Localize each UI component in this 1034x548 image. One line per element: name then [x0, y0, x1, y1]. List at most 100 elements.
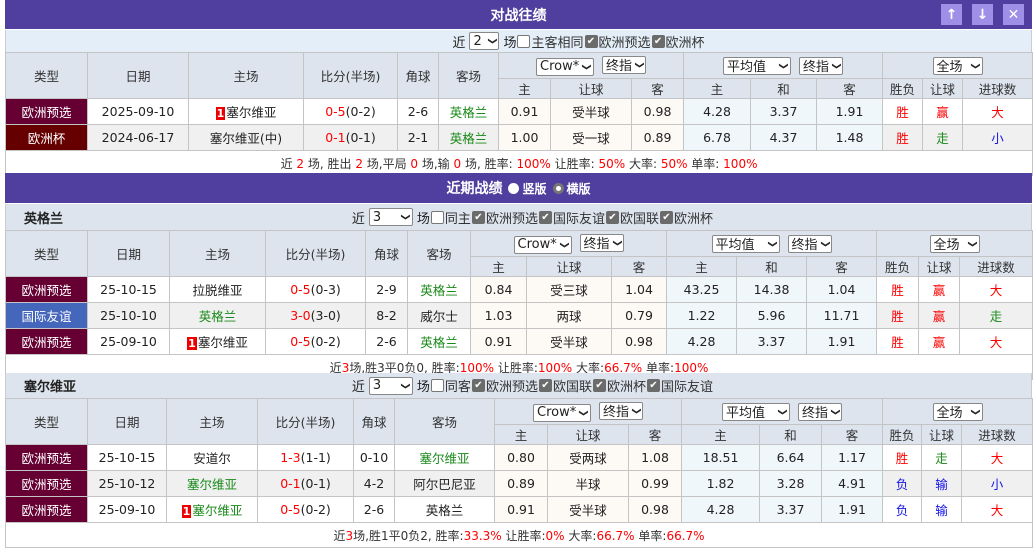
odds-type-select[interactable]: 终指 ❯: [599, 401, 644, 420]
match-type-badge[interactable]: 欧洲预选: [5, 470, 88, 497]
result-goals: 大: [959, 276, 1034, 303]
euro-company-select[interactable]: 平均值 ❯: [723, 56, 792, 75]
layout-radio-label[interactable]: 横版: [566, 181, 591, 196]
close-button[interactable]: ✕: [1003, 4, 1024, 25]
euro-draw-odds: 3.28: [759, 470, 823, 497]
table-row: 欧洲预选 25-10-12 塞尔维亚 0-1(0-1) 4-2 阿尔巴尼亚 0.89 半球 0.…: [5, 470, 1034, 497]
competition-checkbox[interactable]: ✔: [471, 379, 485, 392]
period-select[interactable]: 全场 ❯: [932, 56, 983, 75]
column-header: 让球: [550, 78, 632, 99]
move-up-button[interactable]: ↑: [941, 4, 962, 25]
competition-checkbox[interactable]: ✔: [605, 210, 619, 224]
home-team[interactable]: 拉脱维亚: [169, 276, 266, 303]
away-team[interactable]: 威尔士: [407, 302, 471, 329]
competition-checkbox[interactable]: ✔: [651, 34, 665, 48]
away-team[interactable]: 英格兰: [407, 328, 471, 355]
summary-segment: 66.7%: [604, 360, 643, 375]
summary-row: 近3场,胜1平0负2, 胜率:33.3% 让胜率:0% 大率:66.7% 单率:…: [4, 522, 1034, 548]
company-select[interactable]: Crow* ❯: [533, 403, 592, 422]
home-team-name: 塞尔维亚(中): [209, 131, 283, 146]
full-time-score: 0-5: [280, 502, 301, 517]
competition-label: 国际友谊: [660, 380, 713, 395]
same-venue-checkbox[interactable]: [430, 379, 444, 392]
home-team[interactable]: 塞尔维亚(中): [188, 124, 304, 151]
asian-away-odds: 1.04: [610, 276, 668, 303]
select-value: 终指: [791, 238, 818, 253]
period-select[interactable]: 全场 ❯: [929, 234, 980, 253]
same-venue-checkbox[interactable]: [430, 210, 444, 224]
chevron-down-icon: ❯: [400, 381, 411, 390]
asian-away-odds: 1.08: [627, 444, 683, 471]
asian-odds-header: Crow* ❯ 终指 ❯: [497, 52, 685, 79]
select-value: 终指: [803, 60, 830, 75]
layout-radio[interactable]: [552, 182, 564, 194]
euro-draw-odds: 14.38: [736, 276, 808, 303]
euro-type-select[interactable]: 终指 ❯: [798, 402, 843, 421]
away-team[interactable]: 英格兰: [394, 496, 495, 523]
layout-radio[interactable]: [508, 182, 520, 194]
column-header: 客场: [438, 52, 499, 99]
odds-type-select[interactable]: 终指 ❯: [579, 233, 624, 252]
match-type-badge[interactable]: 欧洲预选: [5, 276, 88, 303]
match-count-select[interactable]: 3 ❯: [368, 376, 413, 395]
column-header: 比分(半场): [265, 230, 366, 277]
same-venue-checkbox[interactable]: [517, 34, 531, 48]
company-select[interactable]: Crow* ❯: [536, 57, 595, 76]
euro-type-select[interactable]: 终指 ❯: [787, 234, 832, 253]
full-time-score: 3-0: [290, 308, 311, 323]
column-header: 角球: [365, 230, 408, 277]
away-team[interactable]: 阿尔巴尼亚: [394, 470, 495, 497]
competition-checkbox[interactable]: ✔: [659, 210, 673, 224]
select-value: 终指: [802, 406, 829, 421]
summary-segment: 100%: [723, 156, 758, 171]
match-type-badge[interactable]: 国际友谊: [5, 302, 88, 329]
competition-checkbox[interactable]: ✔: [538, 210, 552, 224]
match-type-badge[interactable]: 欧洲预选: [5, 328, 88, 355]
summary-segment: 3: [341, 360, 350, 375]
competition-checkbox[interactable]: ✔: [538, 379, 552, 392]
euro-company-select[interactable]: 平均值 ❯: [722, 402, 791, 421]
move-down-button[interactable]: ↓: [972, 4, 993, 25]
match-count-select[interactable]: 3 ❯: [368, 208, 413, 226]
select-value: 终指: [606, 59, 633, 74]
competition-checkbox[interactable]: ✔: [592, 379, 606, 392]
match-type-badge[interactable]: 欧洲预选: [5, 444, 88, 471]
competition-checkbox[interactable]: ✔: [471, 210, 485, 224]
euro-type-select[interactable]: 终指 ❯: [799, 56, 844, 75]
company-select[interactable]: Crow* ❯: [513, 235, 572, 254]
home-team[interactable]: 安道尔: [166, 444, 258, 471]
competition-checkbox[interactable]: ✔: [646, 379, 660, 392]
home-team[interactable]: 1 塞尔维亚: [188, 98, 304, 125]
match-type-badge[interactable]: 欧洲预选: [5, 496, 88, 523]
column-header: 让球: [547, 424, 629, 445]
summary-segment: 0%: [545, 528, 565, 543]
table-row: 欧洲预选 25-09-10 1 塞尔维亚 0-5(0-2) 2-6 英格兰 0.91 受半球 0.…: [5, 328, 1034, 355]
period-select[interactable]: 全场 ❯: [932, 402, 983, 421]
match-type-badge[interactable]: 欧洲杯: [5, 124, 88, 151]
result-handicap: 走: [921, 444, 963, 471]
away-team[interactable]: 英格兰: [407, 276, 471, 303]
match-count-select[interactable]: 2 ❯: [469, 32, 500, 50]
home-team[interactable]: 1 塞尔维亚: [166, 496, 258, 523]
summary-segment: 50%: [660, 156, 688, 171]
team-filter-row: 英格兰近 3 ❯ 场同主 ✔ 欧洲预选 ✔ 国际友谊 ✔ 欧国联 ✔ 欧洲杯: [5, 204, 1032, 230]
filter-controls: 近 2 ❯ 场主客相同 ✔ 欧洲预选 ✔ 欧洲杯: [452, 32, 705, 51]
layout-radio-label[interactable]: 竖版: [522, 181, 547, 196]
away-team[interactable]: 塞尔维亚: [394, 444, 495, 471]
competition-checkbox[interactable]: ✔: [584, 34, 598, 48]
table-row: 欧洲预选 2025-09-10 1 塞尔维亚 0-5(0-2) 2-6 英格兰 0.91 受半球…: [5, 98, 1034, 125]
home-team[interactable]: 1 塞尔维亚: [169, 328, 266, 355]
summary-segment: 让胜率:: [501, 528, 546, 543]
select-value: 3: [372, 378, 382, 393]
handicap: 受半球: [526, 328, 612, 355]
away-team[interactable]: 英格兰: [438, 124, 499, 151]
match-type-badge[interactable]: 欧洲预选: [5, 98, 88, 125]
column-header: 胜负: [882, 78, 924, 99]
euro-company-select[interactable]: 平均值 ❯: [711, 234, 780, 253]
asian-home-odds: 0.84: [470, 276, 527, 303]
away-team[interactable]: 英格兰: [438, 98, 499, 125]
home-team[interactable]: 英格兰: [169, 302, 266, 329]
odds-type-select[interactable]: 终指 ❯: [602, 55, 647, 74]
h2h-filter-row: 近 2 ❯ 场主客相同 ✔ 欧洲预选 ✔ 欧洲杯: [5, 30, 1032, 52]
home-team[interactable]: 塞尔维亚: [166, 470, 258, 497]
